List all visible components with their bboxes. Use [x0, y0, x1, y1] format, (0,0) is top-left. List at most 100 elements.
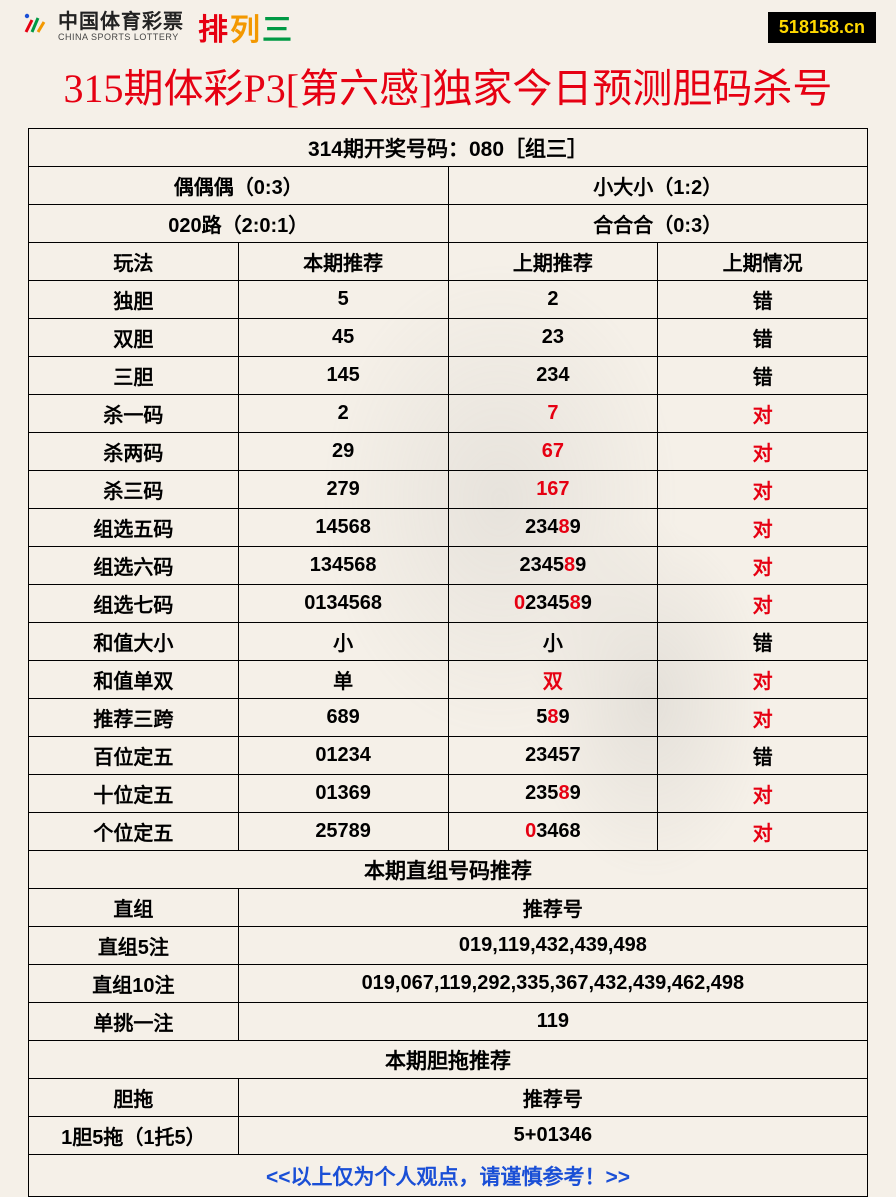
- row-current: 29: [238, 433, 448, 471]
- row-result: 对: [658, 509, 868, 547]
- row-current: 小: [238, 623, 448, 661]
- row-current: 单: [238, 661, 448, 699]
- meta-right-2: 合合合（0:3）: [448, 205, 868, 243]
- row-prev: 0234589: [448, 585, 658, 623]
- site-badge: 518158.cn: [768, 12, 876, 43]
- row-current: 134568: [238, 547, 448, 585]
- row-prev: 23489: [448, 509, 658, 547]
- row-name: 组选六码: [29, 547, 239, 585]
- table-row: 杀一码27对: [29, 395, 868, 433]
- row-name: 杀一码: [29, 395, 239, 433]
- section2-col2: 推荐号: [238, 889, 867, 927]
- draw-info: 314期开奖号码：080［组三］: [29, 129, 868, 167]
- row-current: 45: [238, 319, 448, 357]
- table-row: 组选五码1456823489对: [29, 509, 868, 547]
- row-prev: 小: [448, 623, 658, 661]
- col-header-2: 本期推荐: [238, 243, 448, 281]
- row-result: 错: [658, 737, 868, 775]
- section2-title: 本期直组号码推荐: [29, 851, 868, 889]
- row-prev: 589: [448, 699, 658, 737]
- main-table: 314期开奖号码：080［组三］ 偶偶偶（0:3） 小大小（1:2） 020路（…: [28, 128, 868, 1197]
- table-row: 杀三码279167对: [29, 471, 868, 509]
- table-row: 组选七码01345680234589对: [29, 585, 868, 623]
- row-result: 对: [658, 395, 868, 433]
- table-row: 单挑一注119: [29, 1003, 868, 1041]
- row-current: 5: [238, 281, 448, 319]
- row-prev: 234589: [448, 547, 658, 585]
- row-name: 三胆: [29, 357, 239, 395]
- row-current: 14568: [238, 509, 448, 547]
- table-row: 直组5注019,119,432,439,498: [29, 927, 868, 965]
- row-prev: 23: [448, 319, 658, 357]
- row-result: 错: [658, 357, 868, 395]
- row-value: 5+01346: [238, 1117, 867, 1155]
- row-name: 杀两码: [29, 433, 239, 471]
- table-row: 推荐三跨689589对: [29, 699, 868, 737]
- table-row: 双胆4523错: [29, 319, 868, 357]
- table-row: 组选六码134568234589对: [29, 547, 868, 585]
- row-current: 279: [238, 471, 448, 509]
- table-row: 十位定五0136923589对: [29, 775, 868, 813]
- section3-col1: 胆拖: [29, 1079, 239, 1117]
- row-current: 0134568: [238, 585, 448, 623]
- lottery-logo-icon: [20, 10, 50, 44]
- section3-col2: 推荐号: [238, 1079, 867, 1117]
- row-prev: 03468: [448, 813, 658, 851]
- row-name: 杀三码: [29, 471, 239, 509]
- row-name: 和值单双: [29, 661, 239, 699]
- footer-note: <<以上仅为个人观点，请谨慎参考！>>: [29, 1155, 868, 1197]
- row-value: 019,067,119,292,335,367,432,439,462,498: [238, 965, 867, 1003]
- page-title: 315期体彩P3[第六感]独家今日预测胆码杀号: [0, 50, 896, 128]
- col-header-3: 上期推荐: [448, 243, 658, 281]
- row-current: 01234: [238, 737, 448, 775]
- pailie-char-2: 列: [230, 5, 260, 49]
- row-prev: 7: [448, 395, 658, 433]
- table-row: 杀两码2967对: [29, 433, 868, 471]
- row-name: 1胆5拖（1托5）: [29, 1117, 239, 1155]
- row-result: 对: [658, 813, 868, 851]
- row-name: 单挑一注: [29, 1003, 239, 1041]
- table-row: 独胆52错: [29, 281, 868, 319]
- row-name: 双胆: [29, 319, 239, 357]
- row-result: 对: [658, 433, 868, 471]
- row-name: 十位定五: [29, 775, 239, 813]
- pailie-logo: 排 列 三: [198, 5, 292, 49]
- meta-right-1: 小大小（1:2）: [448, 167, 868, 205]
- table-row: 和值单双单双对: [29, 661, 868, 699]
- row-name: 推荐三跨: [29, 699, 239, 737]
- row-result: 错: [658, 623, 868, 661]
- table-row: 三胆145234错: [29, 357, 868, 395]
- row-result: 错: [658, 281, 868, 319]
- meta-left-2: 020路（2:0:1）: [29, 205, 449, 243]
- row-result: 错: [658, 319, 868, 357]
- table-row: 和值大小小小错: [29, 623, 868, 661]
- col-header-4: 上期情况: [658, 243, 868, 281]
- meta-left-1: 偶偶偶（0:3）: [29, 167, 449, 205]
- table-row: 1胆5拖（1托5）5+01346: [29, 1117, 868, 1155]
- row-name: 组选七码: [29, 585, 239, 623]
- row-prev: 2: [448, 281, 658, 319]
- row-prev: 234: [448, 357, 658, 395]
- row-result: 对: [658, 699, 868, 737]
- row-name: 和值大小: [29, 623, 239, 661]
- table-row: 直组10注019,067,119,292,335,367,432,439,462…: [29, 965, 868, 1003]
- row-prev: 167: [448, 471, 658, 509]
- pailie-char-3: 三: [262, 5, 292, 49]
- row-current: 2: [238, 395, 448, 433]
- row-prev: 23589: [448, 775, 658, 813]
- row-current: 689: [238, 699, 448, 737]
- logo-block: 中国体育彩票 CHINA SPORTS LOTTERY 排 列 三: [20, 5, 292, 49]
- row-name: 直组10注: [29, 965, 239, 1003]
- col-header-1: 玩法: [29, 243, 239, 281]
- row-name: 组选五码: [29, 509, 239, 547]
- logo-cn-text: 中国体育彩票: [58, 11, 184, 33]
- section3-title: 本期胆拖推荐: [29, 1041, 868, 1079]
- row-result: 对: [658, 661, 868, 699]
- row-prev: 双: [448, 661, 658, 699]
- row-current: 01369: [238, 775, 448, 813]
- section2-col1: 直组: [29, 889, 239, 927]
- main-table-wrap: 314期开奖号码：080［组三］ 偶偶偶（0:3） 小大小（1:2） 020路（…: [28, 128, 868, 1197]
- row-name: 直组5注: [29, 927, 239, 965]
- row-result: 对: [658, 585, 868, 623]
- row-prev: 67: [448, 433, 658, 471]
